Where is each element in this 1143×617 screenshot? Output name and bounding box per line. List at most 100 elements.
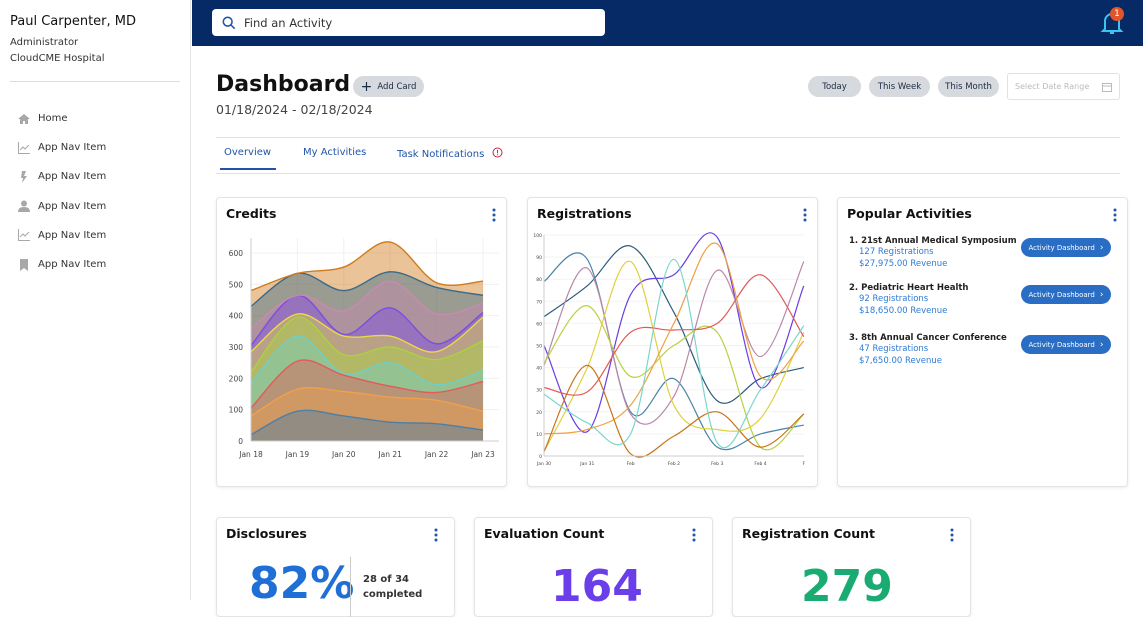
sidebar-item-label: Home	[38, 113, 68, 125]
activity-registrations: 47 Registrations	[859, 344, 929, 354]
user-role: Administrator	[10, 37, 79, 48]
y-tick-label: 100	[229, 406, 244, 415]
alert-icon	[492, 147, 503, 158]
filter-this-month-button[interactable]: This Month	[938, 76, 999, 97]
bookmark-icon	[20, 258, 28, 271]
area-series-1	[251, 387, 483, 441]
notification-badge: 1	[1110, 7, 1124, 21]
evaluation-count-value: 164	[551, 561, 643, 612]
activity-revenue: $18,650.00 Revenue	[859, 306, 948, 316]
x-tick-label: Jan 18	[238, 450, 263, 459]
top-bar: Find an Activity 1	[192, 0, 1143, 46]
y-tick-label: 20	[536, 410, 542, 416]
y-tick-label: 0	[539, 454, 542, 460]
divider	[216, 137, 1120, 138]
card-title: Disclosures	[226, 526, 307, 541]
y-tick-label: 60	[536, 321, 542, 327]
sidebar-item-label: App Nav Item	[38, 200, 107, 212]
y-tick-label: 200	[229, 374, 244, 383]
disclosures-percent: 82%	[249, 558, 355, 609]
date-picker-placeholder: Select Date Range	[1015, 82, 1090, 91]
activity-dashboard-button[interactable]: Activity Dashboard ›	[1021, 285, 1111, 304]
more-options-icon[interactable]	[802, 208, 808, 222]
more-options-icon[interactable]	[1112, 208, 1118, 222]
area-series-5	[251, 313, 483, 441]
x-tick-label: Jan 20	[331, 450, 356, 459]
y-tick-label: 70	[536, 299, 542, 305]
card-title: Popular Activities	[847, 206, 972, 221]
button-label: Activity Dashboard	[1028, 340, 1095, 349]
area-line-0	[250, 409, 484, 436]
area-series-2	[251, 359, 483, 441]
activity-name: 3. 8th Annual Cancer Conference	[849, 333, 1007, 343]
x-tick-label: Jan 31	[579, 461, 594, 467]
activity-revenue: $27,975.00 Revenue	[859, 259, 948, 269]
add-card-label: Add Card	[377, 81, 417, 92]
plus-icon: +	[360, 78, 373, 95]
area-series-6	[251, 295, 483, 441]
credits-chart: 0 100 200 300 400 500 600 Jan 18 Jan 19 Jan 20 Jan…	[229, 238, 499, 459]
line-series-0	[543, 245, 804, 404]
more-options-icon[interactable]	[949, 528, 955, 542]
tab-overview[interactable]: Overview	[224, 147, 272, 158]
y-tick-label: 0	[238, 437, 243, 446]
user-icon	[18, 200, 30, 213]
popular-activities-card: Popular Activities 1. 21st Annual Medica…	[837, 197, 1128, 487]
registration-count-value: 279	[801, 561, 893, 612]
activity-revenue: $7,650.00 Revenue	[859, 356, 942, 366]
y-tick-label: 30	[536, 388, 542, 394]
line-series-6	[543, 274, 805, 396]
popular-activity-item: 2. Pediatric Heart Health 92 Registratio…	[849, 283, 968, 317]
more-options-icon[interactable]	[491, 208, 497, 222]
sidebar-item-1[interactable]: App Nav Item	[18, 133, 106, 162]
y-tick-label: 100	[533, 233, 542, 239]
y-tick-label: 80	[536, 277, 542, 283]
line-series-2	[543, 232, 805, 433]
date-range-picker[interactable]: Select Date Range	[1007, 73, 1120, 100]
line-series-9	[543, 258, 805, 449]
disclosures-count: 28 of 34	[363, 574, 410, 585]
activity-dashboard-button[interactable]: Activity Dashboard ›	[1021, 238, 1111, 257]
x-tick-label: Jan 19	[285, 450, 310, 459]
card-title: Registrations	[537, 206, 632, 221]
sidebar-item-5[interactable]: App Nav Item	[18, 250, 106, 279]
y-tick-label: 40	[536, 366, 542, 372]
sidebar-item-3[interactable]: App Nav Item	[18, 192, 106, 221]
sidebar-item-0[interactable]: Home	[18, 104, 106, 133]
disclosures-status: completed	[363, 589, 423, 600]
tab-label: Task Notifications	[397, 149, 485, 160]
registrations-card: Registrations 0 10 20 30 40 50 60 70 80 90 100 Jan …	[527, 197, 818, 487]
sidebar-item-4[interactable]: App Nav Item	[18, 221, 106, 250]
bolt-icon	[21, 170, 27, 183]
more-options-icon[interactable]	[691, 528, 697, 542]
filter-this-week-button[interactable]: This Week	[869, 76, 930, 97]
tab-task-notifications[interactable]: Task Notifications	[397, 147, 503, 160]
date-range-label: 01/18/2024 - 02/18/2024	[216, 102, 373, 117]
area-line-3	[250, 335, 484, 386]
area-line-4	[250, 316, 484, 373]
more-options-icon[interactable]	[433, 528, 439, 542]
sidebar-item-2[interactable]: App Nav Item	[18, 162, 106, 191]
search-icon	[222, 16, 236, 29]
activity-registrations: 92 Registrations	[859, 294, 929, 304]
y-tick-label: 90	[536, 255, 542, 261]
add-card-button[interactable]: + Add Card	[353, 76, 424, 97]
x-tick-label: Feb 2	[668, 461, 680, 467]
area-line-9	[250, 241, 484, 292]
x-tick-label: Feb 4	[754, 461, 766, 467]
tab-my-activities[interactable]: My Activities	[303, 147, 367, 158]
calendar-icon	[1102, 83, 1112, 92]
line-series-1	[543, 252, 804, 451]
chevron-right-icon: ›	[1099, 289, 1104, 300]
registrations-chart: 0 10 20 30 40 50 60 70 80 90 100 Jan 30 Jan 31 Feb Feb…	[533, 232, 806, 467]
area-series-0	[251, 410, 483, 441]
activity-name: 1. 21st Annual Medical Symposium	[849, 236, 1017, 246]
y-tick-label: 600	[229, 249, 244, 258]
filter-today-button[interactable]: Today	[808, 76, 861, 97]
search-input[interactable]: Find an Activity	[212, 9, 605, 36]
sidebar: Paul Carpenter, MD Administrator CloudCM…	[0, 0, 191, 600]
activity-dashboard-button[interactable]: Activity Dashboard ›	[1021, 335, 1111, 354]
registration-count-card: Registration Count 279	[732, 517, 971, 617]
line-series-5	[543, 260, 805, 452]
activity-registrations: 127 Registrations	[859, 247, 934, 257]
